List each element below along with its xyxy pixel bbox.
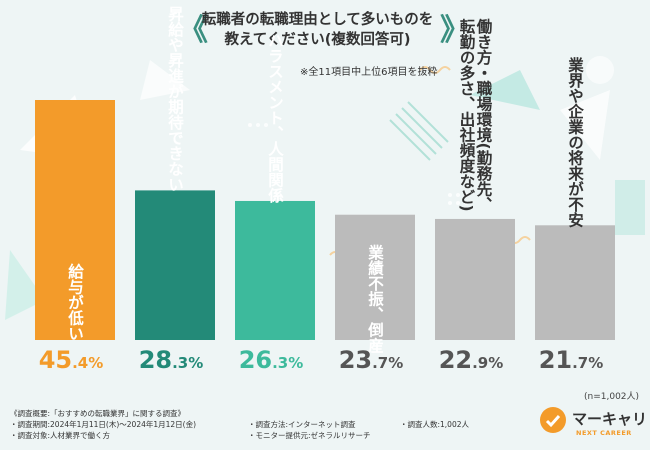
- footer-col-2: ・調査方法:インターネット調査 ・モニター提供元:ゼネラルリサーチ: [248, 419, 371, 441]
- top-note: ※全11項目中上位6項目を抜粋: [300, 67, 438, 78]
- footer-text: ・調査人数:1,002人: [400, 420, 469, 429]
- category-label: 昇給や昇進が期待できない: [166, 6, 184, 192]
- bar: [235, 200, 315, 340]
- footer-text: ・調査期間:2024年1月11日(木)〜2024年1月12日(金): [10, 420, 197, 429]
- title-line-2: 教えてください(複数回答可): [224, 32, 411, 48]
- bar-group: 昇給や昇進が期待できない 28.3%: [135, 6, 215, 374]
- title-line-1: 転職者の転職理由として多いものを: [201, 12, 434, 28]
- category-label: 転勤の多さ、出社頻度など): [458, 18, 477, 211]
- footer-col-1: 《調査概要:「おすすめの転職業界」に関する調査》 ・調査期間:2024年1月11…: [10, 408, 196, 441]
- footer-text: 《調査概要:「おすすめの転職業界」に関する調査》: [10, 409, 186, 418]
- bar-group: 給与が低い 45.4%: [35, 100, 115, 374]
- category-label: ハラスメント、人間関係: [266, 33, 284, 205]
- footer-text: ・調査方法:インターネット調査: [248, 420, 356, 429]
- title-bracket-right: 》: [440, 13, 470, 48]
- sample-size-note: (n=1,002人): [584, 392, 640, 402]
- chart-title: 転職者の転職理由として多いものを 教えてください(複数回答可): [180, 10, 455, 50]
- footer-col-3: ・調査人数:1,002人: [400, 419, 469, 430]
- value-label: 26.3%: [239, 346, 304, 374]
- title-bracket-left: 《: [178, 13, 208, 48]
- category-label: 働き方・職場環境(勤務先、: [475, 17, 494, 211]
- bar: [135, 190, 215, 340]
- value-label: 21.7%: [539, 346, 604, 374]
- bar-group: 働き方・職場環境(勤務先、転勤の多さ、出社頻度など) 22.9%: [435, 17, 515, 374]
- bar: [35, 100, 115, 340]
- value-label: 22.9%: [439, 346, 504, 374]
- bar: [535, 225, 615, 340]
- footer-text: ・モニター提供元:ゼネラルリサーチ: [248, 431, 371, 440]
- category-label: 業績不振、倒産: [366, 243, 385, 354]
- bar: [335, 214, 415, 340]
- bar-group: ハラスメント、人間関係 26.3%: [235, 33, 315, 374]
- logo-text: マーキャリ: [572, 410, 648, 428]
- logo-mark-icon: [540, 407, 566, 433]
- value-label: 28.3%: [139, 346, 204, 374]
- footer-text: ・調査対象:人材業界で働く方: [10, 431, 111, 440]
- bar: [435, 218, 515, 340]
- value-label: 45.4%: [39, 346, 104, 374]
- category-label: 給与が低い: [66, 262, 85, 341]
- logo-subtext: NEXT CAREER: [576, 429, 632, 437]
- brand-logo: マーキャリ NEXT CAREER: [540, 405, 648, 445]
- bar-group: 業界や企業の将来が不安 21.7%: [535, 56, 615, 374]
- value-label: 23.7%: [339, 346, 404, 374]
- category-label: 業界や企業の将来が不安: [566, 56, 585, 229]
